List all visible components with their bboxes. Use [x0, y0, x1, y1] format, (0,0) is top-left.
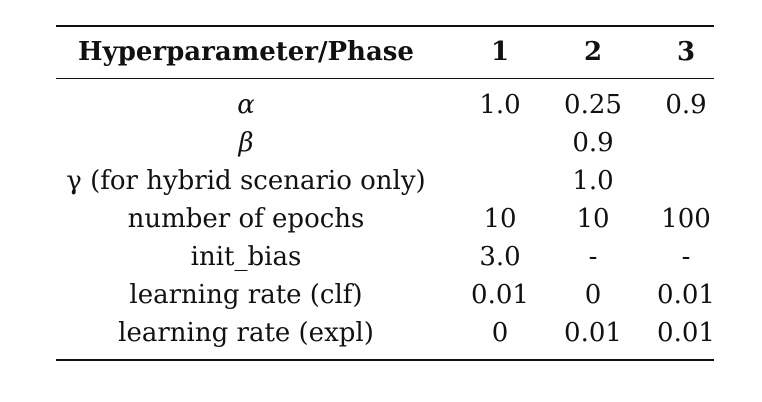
row-label-learning-rate-clf: learning rate (clf): [129, 280, 363, 310]
table-top-rule: [56, 25, 714, 27]
row-label-init-bias: init_bias: [190, 242, 302, 272]
cell-init-bias-phase-2: -: [588, 242, 598, 272]
cell-lr-expl-phase-1: 0: [491, 318, 509, 348]
cell-alpha-phase-2: 0.25: [564, 90, 622, 120]
row-label-number-of-epochs: number of epochs: [127, 204, 365, 234]
cell-lr-clf-phase-3: 0.01: [657, 280, 715, 310]
cell-epochs-phase-1: 10: [483, 204, 517, 234]
cell-init-bias-phase-1: 3.0: [479, 242, 521, 272]
header-phase-2: 2: [583, 37, 603, 67]
table-bottom-rule: [56, 359, 714, 361]
cell-beta-phase-2: 0.9: [572, 128, 614, 158]
cell-alpha-phase-3: 0.9: [665, 90, 707, 120]
row-label-learning-rate-expl: learning rate (expl): [118, 318, 374, 348]
table-header-rule: [56, 78, 714, 79]
cell-lr-expl-phase-2: 0.01: [564, 318, 622, 348]
cell-epochs-phase-3: 100: [661, 204, 711, 234]
header-hyperparameter-phase: Hyperparameter/Phase: [78, 37, 414, 67]
cell-gamma-phase-2: 1.0: [572, 166, 614, 196]
row-label-beta: β: [238, 128, 254, 158]
row-label-gamma: γ (for hybrid scenario only): [66, 166, 426, 196]
cell-lr-clf-phase-1: 0.01: [471, 280, 529, 310]
cell-epochs-phase-2: 10: [576, 204, 610, 234]
header-phase-3: 3: [676, 37, 696, 67]
cell-lr-expl-phase-3: 0.01: [657, 318, 715, 348]
cell-init-bias-phase-3: -: [681, 242, 691, 272]
cell-lr-clf-phase-2: 0: [584, 280, 602, 310]
row-label-alpha: α: [237, 90, 255, 120]
cell-alpha-phase-1: 1.0: [479, 90, 521, 120]
header-phase-1: 1: [490, 37, 510, 67]
